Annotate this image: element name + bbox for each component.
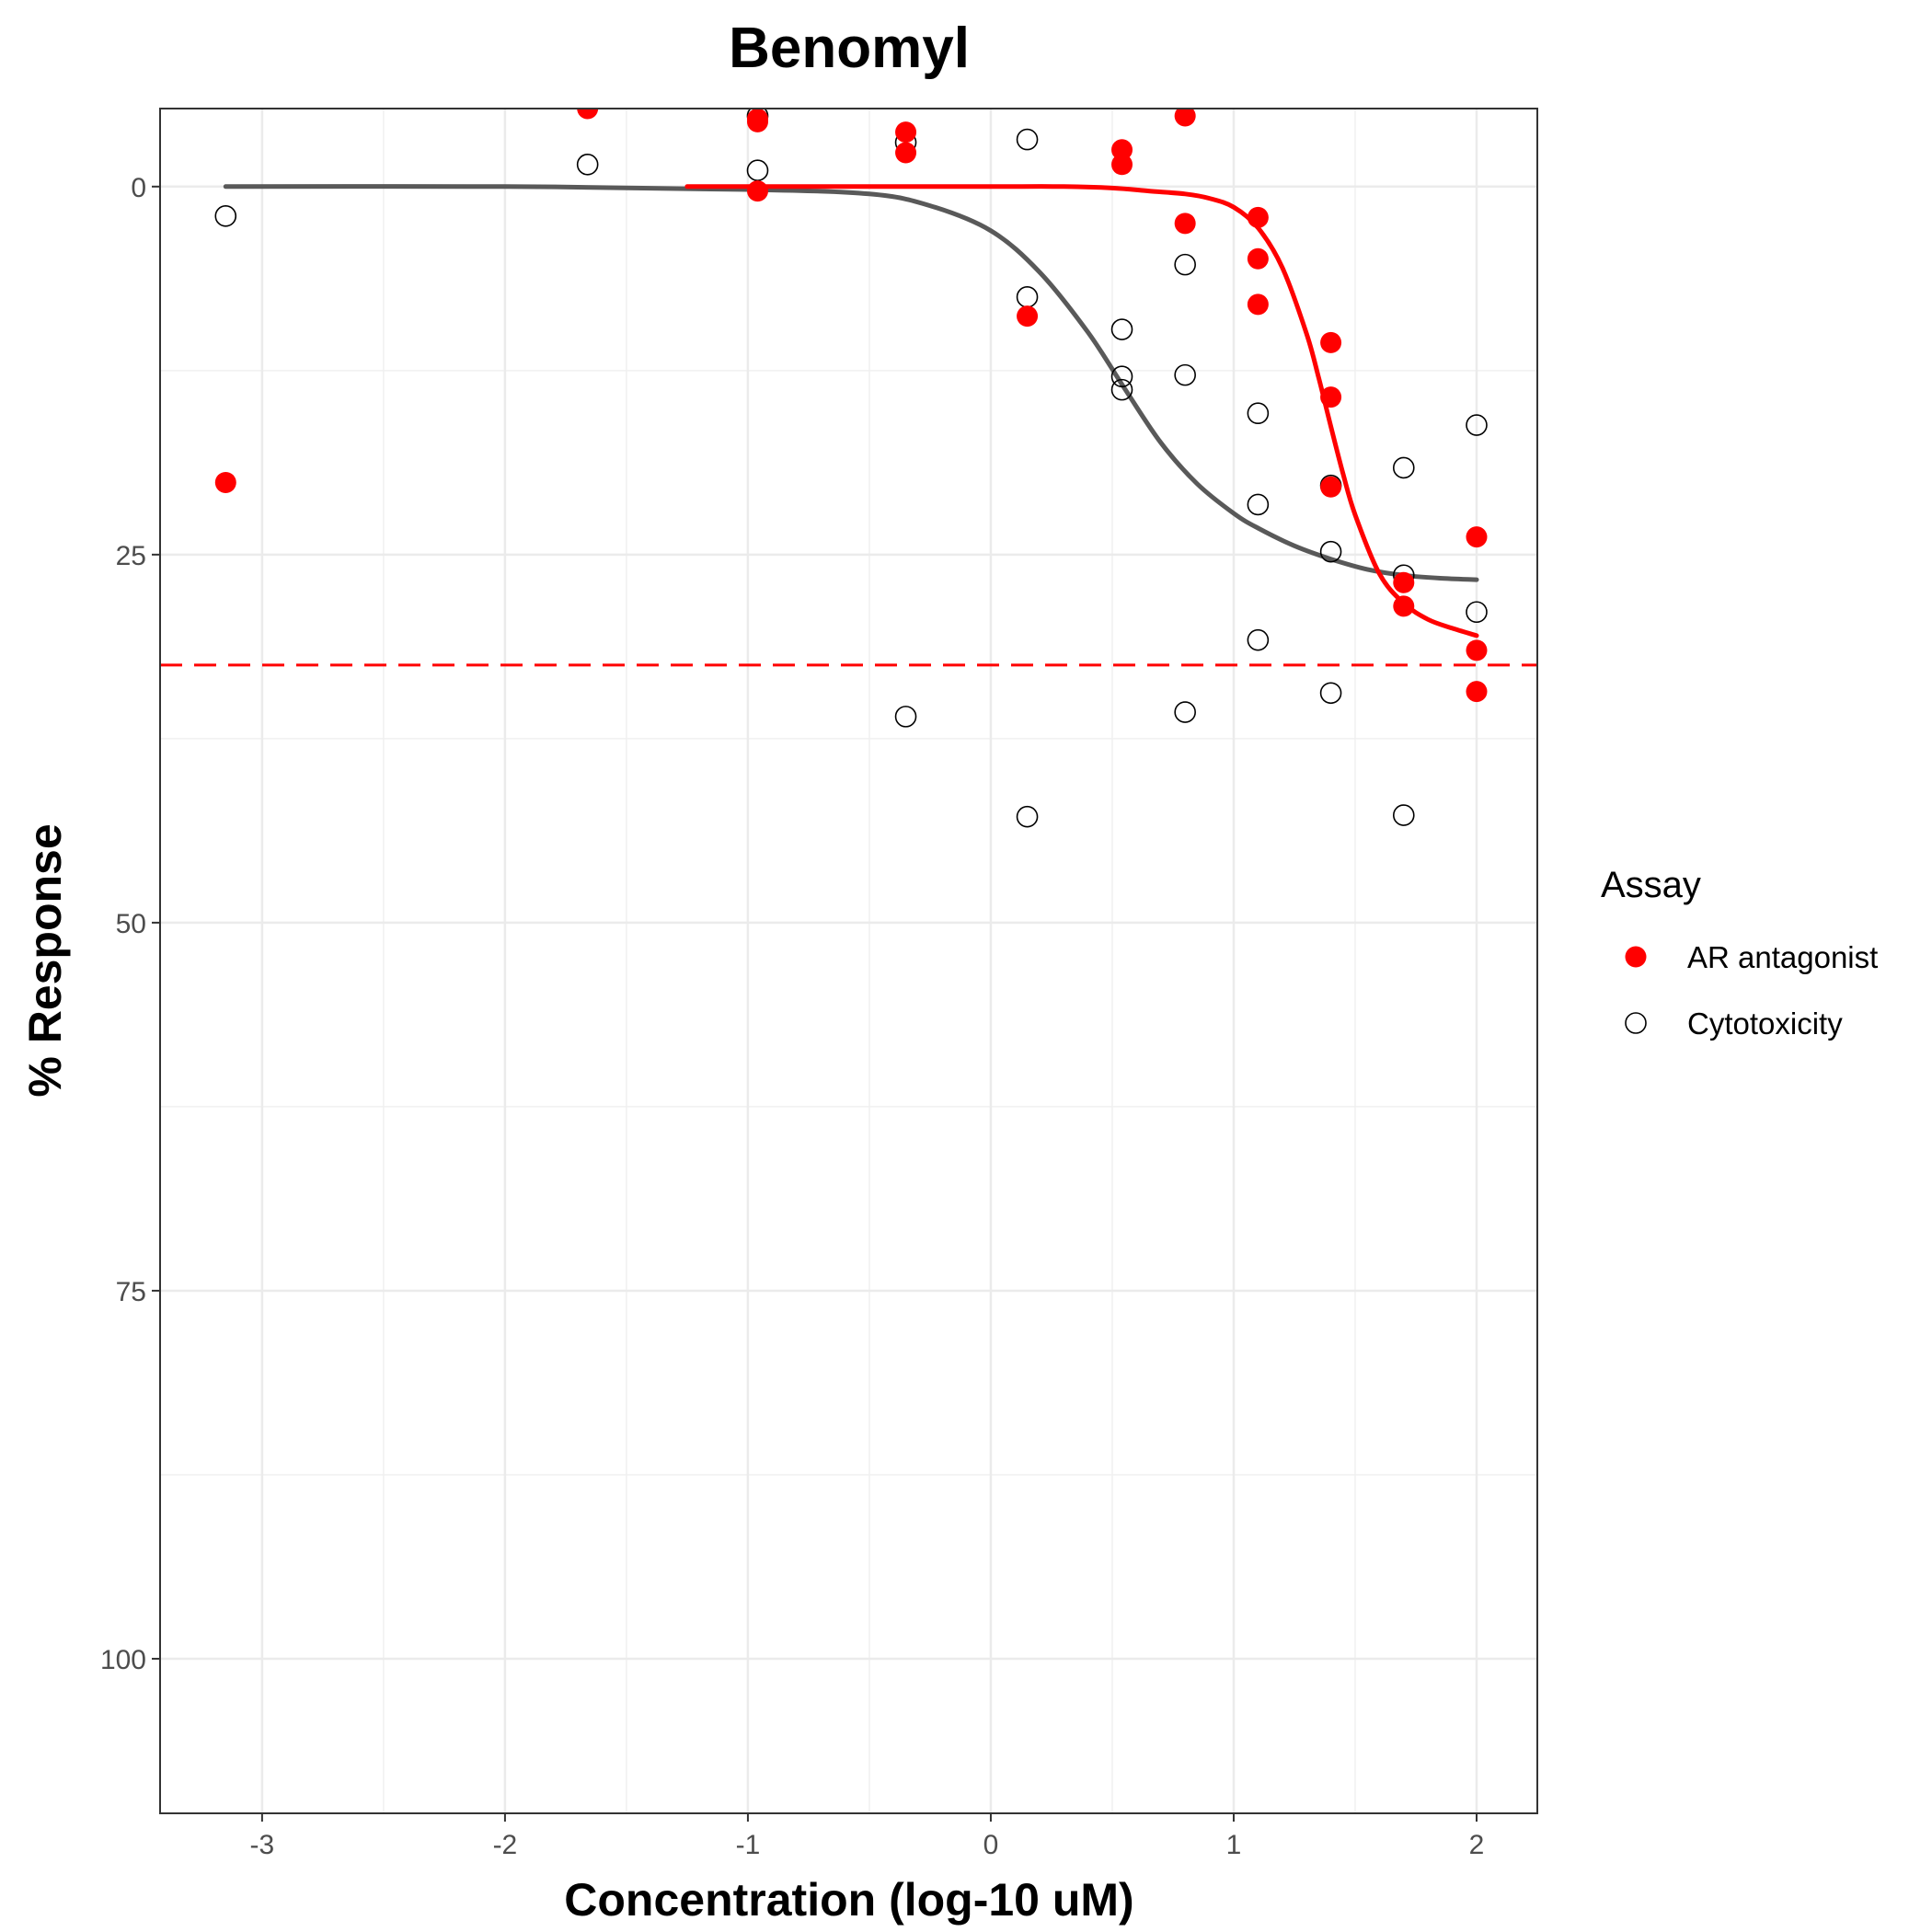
ar-antagonist-point: [1111, 154, 1133, 176]
x-tick-label: 2: [1469, 1830, 1485, 1860]
cytotoxicity-point: [576, 154, 599, 176]
cytotoxicity-point: [1392, 456, 1415, 479]
ar-antagonist-point: [1017, 305, 1039, 328]
legend-label-ar-antagonist: AR antagonist: [1687, 940, 1878, 974]
cytotoxicity-point: [1110, 365, 1133, 388]
ar-antagonist-point: [1247, 293, 1269, 316]
ar-antagonist-point: [1393, 571, 1415, 593]
cytotoxicity-point: [894, 706, 917, 728]
ar-antagonist-point: [746, 180, 768, 202]
legend-key-ar-antagonist: [1625, 946, 1647, 968]
data-points: [214, 109, 1488, 828]
ar-antagonist-point: [577, 109, 599, 120]
ar-antagonist-point: [1320, 476, 1342, 498]
y-tick-label: 25: [116, 541, 146, 571]
cytotoxicity-point: [1016, 128, 1039, 151]
cytotoxicity-point: [1247, 402, 1270, 425]
fitted-curves: [223, 184, 1479, 638]
cytotoxicity-point: [1466, 414, 1488, 436]
ar-antagonist-point: [1111, 139, 1133, 161]
ar-antagonist-point: [895, 121, 917, 144]
y-axis-ticks: 0 25 50 75 100: [100, 173, 160, 1675]
cytotoxicity-point: [1247, 493, 1270, 516]
ar-antagonist-fit-curve: [684, 184, 1479, 638]
cytotoxicity-point: [1319, 682, 1342, 705]
cytotoxicity-point: [1247, 628, 1270, 651]
ar-antagonist-point: [1466, 639, 1488, 661]
ar-antagonist-point: [1174, 213, 1196, 235]
plot-background: [160, 109, 1537, 1813]
x-axis-title: Concentration (log-10 uM): [564, 1874, 1133, 1926]
ar-antagonist-point: [1320, 331, 1342, 353]
ar-antagonist-point: [1393, 595, 1415, 617]
y-axis-title: % Response: [19, 823, 71, 1097]
cytotoxicity-point: [1319, 540, 1342, 563]
ar-antagonist-point: [1247, 247, 1269, 270]
cytotoxicity-point: [1110, 378, 1133, 401]
chart-title: Benomyl: [729, 17, 970, 80]
ar-antagonist-point: [1174, 109, 1196, 127]
plot-panel: [159, 108, 1538, 1814]
y-tick-label: 75: [116, 1277, 146, 1307]
cytotoxicity-point: [214, 205, 237, 227]
plot-border: [159, 108, 1538, 1814]
legend-key-cytotoxicity: [1625, 1012, 1647, 1034]
legend-label-cytotoxicity: Cytotoxicity: [1687, 1006, 1843, 1041]
cytotoxicity-point: [1174, 253, 1196, 276]
x-tick-label: -2: [493, 1830, 518, 1860]
cytotoxicity-fit-curve: [223, 184, 1479, 582]
ar-antagonist-point: [1466, 526, 1488, 548]
cytotoxicity-point: [1174, 701, 1196, 723]
x-tick-label: -3: [250, 1830, 275, 1860]
cytotoxicity-point: [1110, 318, 1133, 340]
y-tick-label: 100: [100, 1645, 146, 1675]
ar-antagonist-point: [1320, 386, 1342, 408]
y-tick-label: 50: [116, 909, 146, 939]
cytotoxicity-point: [1466, 601, 1488, 624]
x-axis-ticks: -3 -2 -1 0 1 2: [250, 1813, 1485, 1860]
x-tick-label: 0: [983, 1830, 999, 1860]
cytotoxicity-point: [1016, 805, 1039, 828]
legend: Assay AR antagonist Cytotoxicity: [1601, 865, 1878, 1041]
cytotoxicity-point: [1392, 804, 1415, 826]
x-tick-label: 1: [1226, 1830, 1242, 1860]
ar-antagonist-point: [214, 471, 236, 493]
cytotoxicity-point: [1174, 363, 1196, 386]
ar-antagonist-point: [895, 142, 917, 164]
legend-title: Assay: [1601, 865, 1701, 905]
ar-antagonist-point: [1466, 681, 1488, 703]
x-tick-label: -1: [736, 1830, 761, 1860]
ar-antagonist-point: [746, 110, 768, 132]
ar-antagonist-point: [1247, 206, 1269, 228]
y-tick-label: 0: [131, 173, 146, 203]
